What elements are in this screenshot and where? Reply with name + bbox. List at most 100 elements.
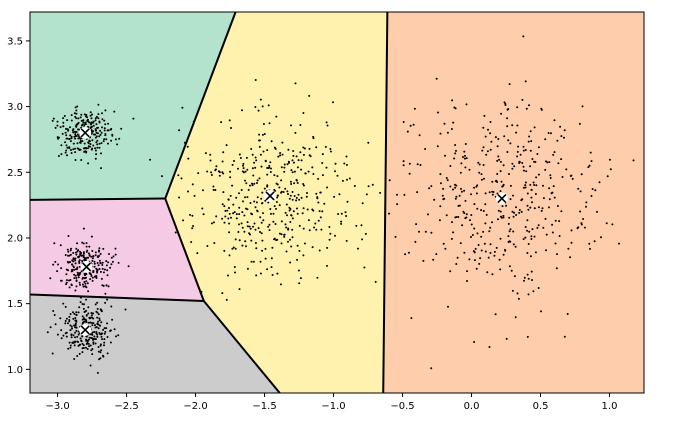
data-point (228, 207, 230, 209)
data-point (64, 332, 67, 335)
data-point (537, 224, 540, 227)
data-point (506, 151, 509, 153)
data-point (530, 196, 533, 199)
data-point (60, 144, 63, 147)
data-point (483, 177, 485, 180)
data-point (82, 256, 85, 259)
data-point (551, 223, 554, 226)
data-point (259, 153, 262, 156)
data-point (577, 187, 580, 190)
data-point (477, 244, 480, 246)
data-point (484, 250, 487, 253)
data-point (238, 288, 241, 291)
data-point (64, 305, 67, 308)
data-point (269, 161, 272, 164)
data-point (454, 197, 457, 200)
data-point (84, 282, 87, 285)
data-point (605, 222, 608, 225)
data-point (89, 278, 92, 281)
data-point (326, 186, 329, 189)
data-point (212, 188, 215, 191)
data-point (255, 159, 258, 162)
data-point (76, 271, 79, 274)
data-point (512, 215, 515, 218)
data-point (288, 206, 291, 209)
data-point (101, 118, 104, 121)
data-point (91, 333, 94, 336)
data-point (305, 195, 308, 198)
data-point (65, 144, 68, 147)
data-point (107, 285, 110, 288)
data-point (444, 154, 446, 157)
data-point (73, 312, 76, 315)
data-point (67, 322, 69, 325)
data-point (57, 155, 60, 157)
data-point (110, 139, 113, 142)
data-point (197, 172, 200, 175)
data-point (496, 145, 499, 148)
data-point (317, 201, 320, 204)
data-point (302, 254, 305, 257)
data-point (329, 232, 332, 235)
data-point (290, 169, 293, 172)
centroid-marker (495, 192, 508, 205)
data-point (264, 199, 267, 202)
data-point (499, 160, 502, 163)
data-point (231, 247, 234, 250)
data-point (254, 228, 257, 231)
data-point (101, 126, 103, 129)
data-point (83, 258, 86, 261)
data-point (81, 123, 84, 126)
data-point (268, 166, 271, 169)
data-point (455, 263, 458, 265)
data-point (299, 277, 302, 280)
data-point (246, 225, 249, 228)
data-point (99, 357, 102, 360)
data-point (89, 143, 92, 146)
data-point (100, 349, 103, 352)
data-point (579, 210, 582, 213)
data-point (495, 179, 498, 182)
data-point (485, 153, 488, 156)
data-point (74, 262, 77, 265)
data-point (267, 201, 270, 204)
data-point (504, 248, 506, 251)
data-point (107, 122, 110, 125)
data-point (291, 217, 294, 220)
data-point (418, 134, 421, 137)
data-point (495, 246, 498, 249)
data-point (323, 202, 326, 205)
data-point (534, 161, 537, 163)
data-point (69, 344, 72, 347)
data-point (74, 137, 77, 140)
data-point (319, 191, 322, 194)
data-point (475, 267, 478, 270)
data-point (91, 257, 94, 260)
data-point (88, 254, 91, 257)
data-point (326, 264, 328, 267)
data-point (261, 191, 264, 194)
data-point (500, 216, 503, 219)
data-point (296, 207, 298, 210)
data-point (97, 327, 100, 330)
data-point (79, 337, 82, 340)
data-point (96, 143, 99, 146)
data-point (103, 268, 106, 271)
data-point (542, 226, 545, 229)
data-point (94, 117, 97, 120)
data-point (98, 319, 101, 322)
data-point (238, 239, 241, 242)
data-point (246, 267, 249, 270)
data-point (535, 184, 538, 187)
data-point (74, 317, 77, 319)
data-point (526, 204, 529, 207)
data-point (577, 226, 580, 229)
data-point (285, 203, 288, 206)
data-point (100, 335, 103, 338)
data-point (91, 139, 94, 142)
data-point (496, 159, 499, 162)
data-point (82, 119, 85, 122)
data-point (98, 247, 101, 250)
data-point (100, 142, 103, 145)
data-point (75, 314, 78, 316)
